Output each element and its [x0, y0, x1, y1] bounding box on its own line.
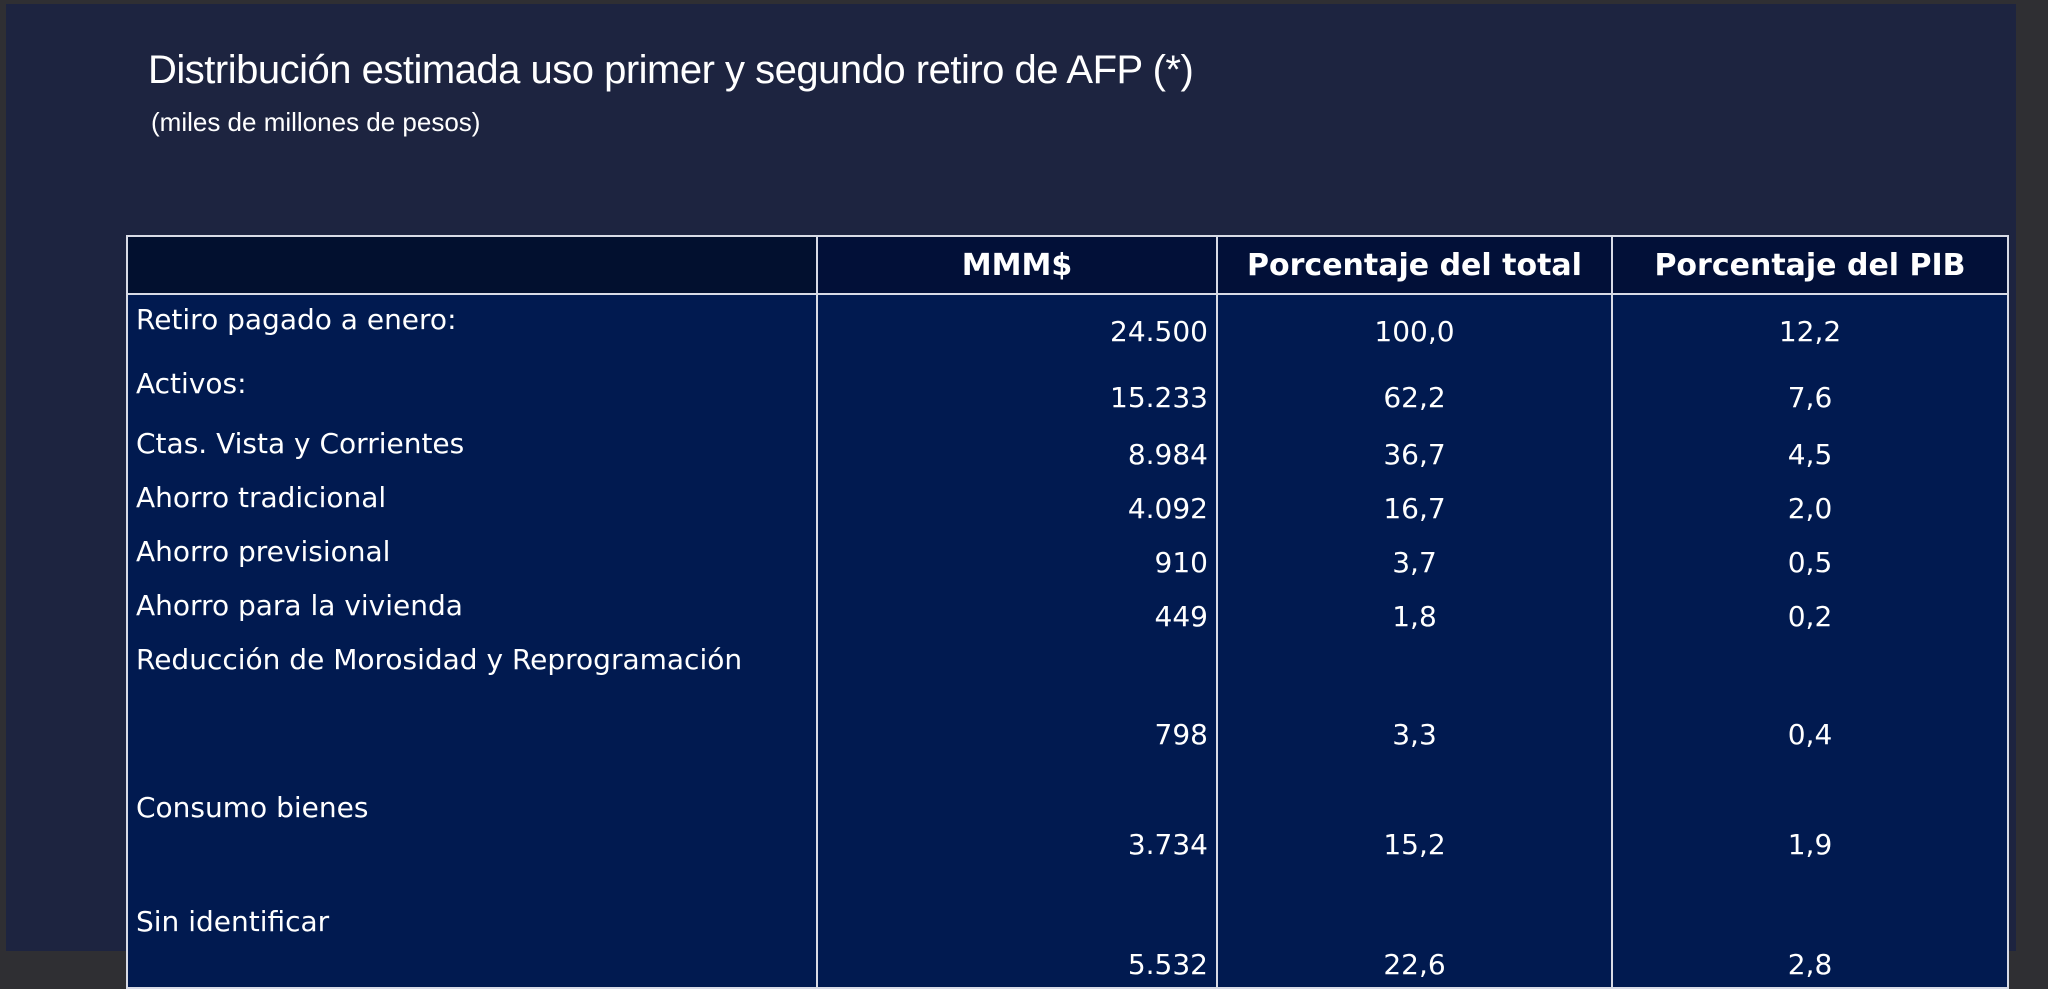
row-mmm: 15.233 [816, 367, 1218, 427]
row-pct-pib: 0,2 [1611, 589, 2009, 643]
row-pct-pib: 1,9 [1611, 761, 2009, 869]
row-pct-total: 62,2 [1216, 367, 1613, 427]
row-pct-total: 1,8 [1216, 589, 1613, 643]
row-pct-pib: 0,5 [1611, 535, 2009, 589]
row-label: Ahorro previsional [126, 535, 818, 589]
row-mmm: 24.500 [816, 294, 1218, 367]
table-row-retiro-pagado: Retiro pagado a enero: 24.500 100,0 12,2 [126, 294, 2009, 367]
row-pct-total: 15,2 [1216, 761, 1613, 869]
table-row-ahorro-previsional: Ahorro previsional 910 3,7 0,5 [126, 535, 2009, 589]
table-row-consumo-bienes: Consumo bienes 3.734 15,2 1,9 [126, 761, 2009, 869]
table-header-row: MMM$ Porcentaje del total Porcentaje del… [126, 235, 2009, 295]
row-label: Activos: [126, 367, 818, 427]
row-pct-pib: 4,5 [1611, 427, 2009, 481]
row-mmm: 3.734 [816, 761, 1218, 869]
row-label: Consumo bienes [126, 761, 818, 869]
row-mmm: 5.532 [816, 869, 1218, 989]
column-header-label [126, 235, 818, 295]
row-mmm: 449 [816, 589, 1218, 643]
row-pct-pib: 7,6 [1611, 367, 2009, 427]
row-mmm: 8.984 [816, 427, 1218, 481]
column-header-pct-pib: Porcentaje del PIB [1611, 235, 2009, 295]
table-row-ahorro-vivienda: Ahorro para la vivienda 449 1,8 0,2 [126, 589, 2009, 643]
column-header-pct-total: Porcentaje del total [1216, 235, 1613, 295]
table-row-activos: Activos: 15.233 62,2 7,6 [126, 367, 2009, 427]
row-label: Ahorro tradicional [126, 481, 818, 535]
row-label: Sin identificar [126, 869, 818, 989]
table-row-ahorro-tradicional: Ahorro tradicional 4.092 16,7 2,0 [126, 481, 2009, 535]
table-row-ctas-vista: Ctas. Vista y Corrientes 8.984 36,7 4,5 [126, 427, 2009, 481]
row-mmm: 4.092 [816, 481, 1218, 535]
distribution-table: MMM$ Porcentaje del total Porcentaje del… [126, 235, 2009, 989]
row-label: Reducción de Morosidad y Reprogramación [126, 643, 818, 761]
row-pct-pib: 2,0 [1611, 481, 2009, 535]
row-pct-total: 3,3 [1216, 643, 1613, 761]
row-pct-total: 3,7 [1216, 535, 1613, 589]
row-mmm: 798 [816, 643, 1218, 761]
row-pct-total: 36,7 [1216, 427, 1613, 481]
row-mmm: 910 [816, 535, 1218, 589]
row-pct-total: 16,7 [1216, 481, 1613, 535]
row-pct-pib: 2,8 [1611, 869, 2009, 989]
table-row-sin-identificar: Sin identificar 5.532 22,6 2,8 [126, 869, 2009, 989]
row-pct-pib: 12,2 [1611, 294, 2009, 367]
page-title: Distribución estimada uso primer y segun… [148, 48, 1194, 92]
row-pct-total: 22,6 [1216, 869, 1613, 989]
row-pct-pib: 0,4 [1611, 643, 2009, 761]
row-pct-total: 100,0 [1216, 294, 1613, 367]
row-label: Ctas. Vista y Corrientes [126, 427, 818, 481]
table-row-reduccion-morosidad: Reducción de Morosidad y Reprogramación … [126, 643, 2009, 761]
page-subtitle: (miles de millones de pesos) [151, 107, 481, 137]
row-label: Retiro pagado a enero: [126, 294, 818, 367]
column-header-mmm: MMM$ [816, 235, 1218, 295]
row-label: Ahorro para la vivienda [126, 589, 818, 643]
